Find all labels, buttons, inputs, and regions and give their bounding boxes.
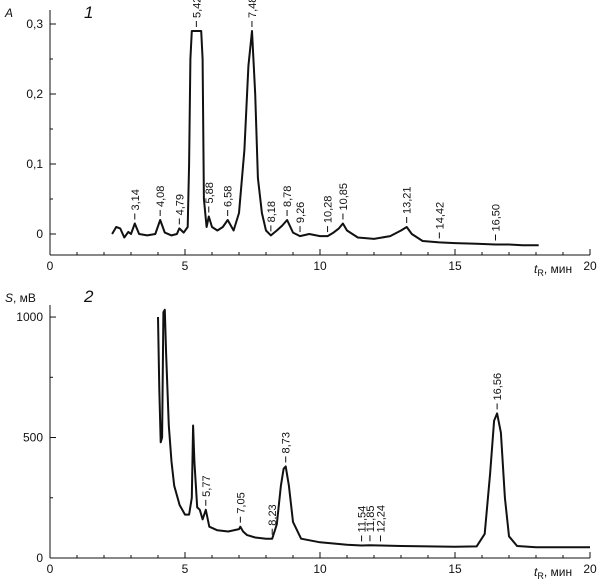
p2-peak-label: 12,24	[375, 505, 387, 533]
p1-x-tick-label: 15	[448, 259, 462, 273]
p1-x-tick-label: 0	[47, 259, 54, 273]
p1-peak-label: 9,26	[295, 202, 307, 223]
p2-peak-label: 11,85	[365, 506, 377, 533]
p2-y-tick-label: 500	[23, 431, 43, 445]
p1-peak-label: 14,42	[434, 202, 446, 230]
p1-y-tick-label: 0,1	[26, 157, 43, 171]
p2-peak-label: 8,73	[281, 432, 293, 453]
p1-peak-label: 5,88	[204, 182, 216, 203]
p2-y-tick-label: 1000	[16, 310, 43, 324]
p2-peak-label: 16,56	[492, 373, 504, 401]
p1-peak-label: 16,50	[491, 204, 503, 232]
p1-y-tick-label: 0	[36, 227, 43, 241]
p2-peak-label: 11,54	[357, 506, 369, 533]
panel-1-x-axis-title: tR, мин	[534, 262, 572, 278]
p2-x-tick-label: 15	[448, 562, 462, 576]
panel-2-y-unit: , мВ	[13, 291, 36, 305]
panel-1-label: 1	[84, 3, 93, 22]
p1-peak-label: 10,85	[338, 183, 350, 211]
p1-peak-label: 8,78	[282, 186, 294, 207]
p1-chromatogram-trace	[111, 30, 539, 247]
p2-x-tick-label: 20	[583, 562, 597, 576]
panel-2-chromatogram: 2 S, мВ tR, мин 0 5 10 15 20 0 500 1000 5,77 7,05…	[5, 287, 597, 581]
p1-y-tick-label: 0,3	[26, 17, 43, 31]
panel-1-chromatogram: 1 A tR, мин 0 5 10 15 20 0 0,1 0,2 0,3 3,14 4,08 4,…	[4, 0, 597, 278]
p2-x-tick-label: 0	[47, 562, 54, 576]
p1-peak-label: 8,18	[266, 201, 278, 222]
panel-2-label: 2	[83, 287, 94, 306]
p1-peak-label: 6,58	[223, 186, 235, 207]
p1-y-tick-label: 0,2	[26, 87, 43, 101]
panel-2-y-var: S	[5, 291, 13, 305]
p2-chromatogram-trace	[157, 308, 590, 549]
panel-1-y-axis-title: A	[4, 6, 13, 20]
p1-peak-label: 4,79	[174, 194, 186, 215]
panel-2-x-unit: , мин	[544, 565, 572, 579]
p1-x-tick-label: 20	[583, 259, 597, 273]
p2-peak-label: 5,77	[201, 475, 213, 496]
panel-2-x-sub: R	[537, 571, 544, 581]
panel-1-x-unit: , мин	[544, 262, 572, 276]
p1-peak-label: 7,48	[247, 0, 259, 18]
p1-peak-label: 3,14	[130, 189, 142, 210]
p2-peak-label: 7,05	[235, 492, 247, 513]
panel-1-x-var: t	[534, 262, 538, 276]
p1-peak-label: 13,21	[402, 186, 414, 214]
p1-peak-label: 10,28	[323, 196, 335, 224]
p2-x-tick-label: 10	[313, 562, 327, 576]
p1-x-tick-label: 10	[313, 259, 327, 273]
panel-1-x-sub: R	[537, 268, 544, 278]
p2-peak-label: 8,23	[267, 504, 279, 525]
panel-2-x-axis-title: tR, мин	[534, 565, 572, 581]
p2-y-tick-label: 0	[36, 551, 43, 565]
panel-2-x-var: t	[534, 565, 538, 579]
p2-x-tick-label: 5	[182, 562, 189, 576]
p1-peak-label: 4,08	[155, 186, 167, 207]
p1-x-tick-label: 5	[182, 259, 189, 273]
panel-2-y-axis-title: S, мВ	[5, 291, 36, 305]
p1-peak-label: 5,42	[191, 0, 203, 18]
